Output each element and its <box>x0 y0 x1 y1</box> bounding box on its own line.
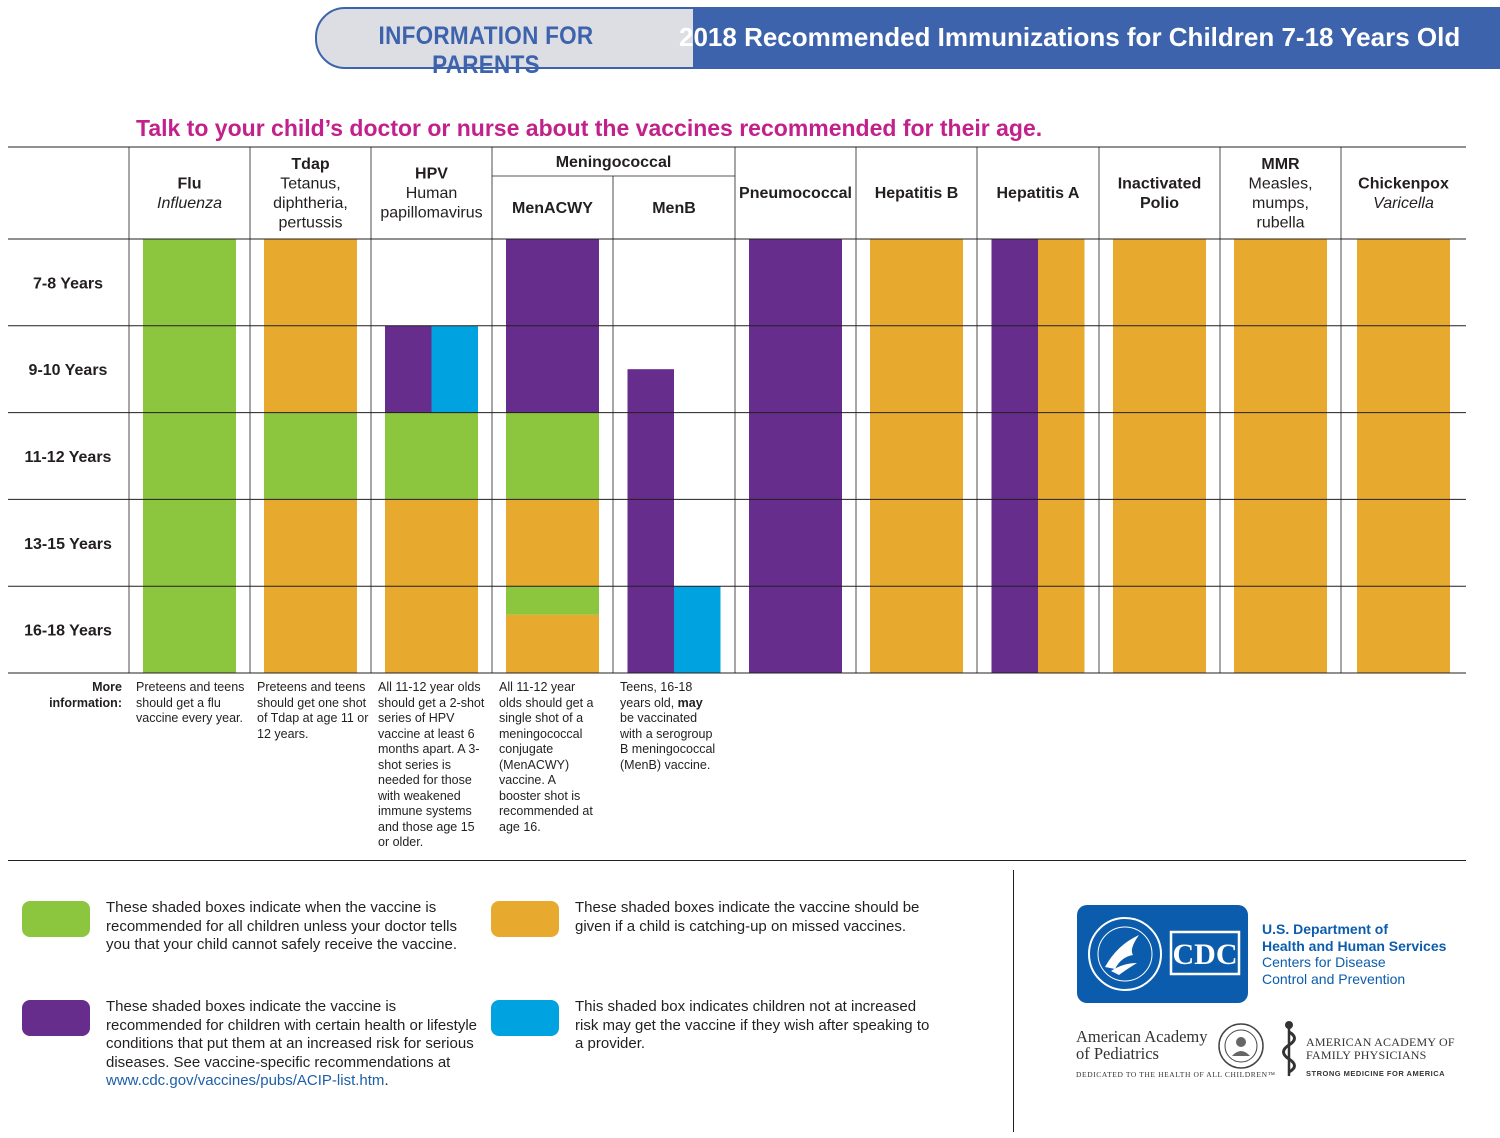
column-subheader-tdap: diphtheria, <box>273 195 348 212</box>
column-header-polio: Polio <box>1140 195 1179 212</box>
legend-swatch-blue <box>491 1000 559 1036</box>
legend-text-blue: This shaded box indicates children not a… <box>575 998 930 1052</box>
legend-swatch-purple <box>22 1000 90 1036</box>
bar-menb-purple <box>627 369 674 673</box>
legend-swatch-green <box>22 901 90 937</box>
tagline: Talk to your child’s doctor or nurse abo… <box>136 115 1043 141</box>
hhs-line-3: Centers for Disease <box>1262 954 1386 970</box>
hhs-eagle-icon: CDC <box>1088 917 1241 991</box>
aafp-line-1: AMERICAN ACADEMY OF <box>1306 1035 1455 1049</box>
note-menb-text-1: Teens, 16-18 years old, <box>620 680 693 710</box>
header-title-banner <box>646 7 1500 69</box>
column-subheader-mmr: mumps, <box>1252 195 1309 212</box>
legend-text-green: These shaded boxes indicate when the vac… <box>106 899 458 953</box>
note-menb: Teens, 16-18 years old, may be vaccinate… <box>620 680 720 773</box>
bar-chickenpox-orange <box>1357 239 1450 673</box>
column-subheader-mmr: Measles, <box>1248 175 1312 192</box>
legend-text-purple-end: . <box>384 1072 389 1089</box>
legend-text-orange: These shaded boxes indicate the vaccine … <box>575 899 920 935</box>
bar-mmr-orange <box>1234 239 1327 673</box>
aap-tagline: DEDICATED TO THE HEALTH OF ALL CHILDREN™ <box>1076 1070 1276 1079</box>
hhs-line-1: U.S. Department of <box>1262 921 1389 937</box>
bar-menacwy-green <box>506 412 599 500</box>
bar-menacwy-green <box>506 586 599 615</box>
aafp-name: AMERICAN ACADEMY OF FAMILY PHYSICIANS <box>1306 1036 1455 1062</box>
page-title: 2018 Recommended Immunizations for Child… <box>679 22 1461 52</box>
row-label-4: 16-18 Years <box>24 623 112 640</box>
column-header-mmr: MMR <box>1261 156 1300 173</box>
aafp-tagline: STRONG MEDICINE FOR AMERICA <box>1306 1069 1446 1078</box>
bar-hpv-blue <box>431 325 478 413</box>
aap-line-1: American Academy <box>1076 1027 1208 1046</box>
section-divider <box>8 860 1466 861</box>
cdc-wordmark: CDC <box>1173 938 1238 971</box>
aafp-caduceus-icon <box>1282 1021 1296 1076</box>
legend-logo-divider <box>1013 870 1014 1132</box>
bar-hepb-orange <box>870 239 963 673</box>
bar-hepa-purple <box>991 239 1038 673</box>
hhs-line-4: Control and Prevention <box>1262 970 1406 987</box>
immunization-chart: Meningococcal Flu Influenza Tdap Tetanus, dip… <box>8 146 1466 674</box>
note-tdap: Preteens and teens should get one shot o… <box>257 680 369 741</box>
bar-hepa-orange <box>1038 239 1085 673</box>
acip-link[interactable]: www.cdc.gov/vaccines/pubs/ACIP-list.htm <box>106 1072 385 1089</box>
hhs-line-2: Health and Human Services <box>1262 937 1447 954</box>
row-label-3: 13-15 Years <box>24 536 112 553</box>
bar-menacwy-orange <box>506 614 599 673</box>
hhs-text: U.S. Department of Health and Human Serv… <box>1262 921 1446 987</box>
column-header-pneumococcal: Pneumococcal <box>739 185 852 202</box>
column-header-hpv: HPV <box>415 166 448 183</box>
aafp-line-2: FAMILY PHYSICIANS <box>1306 1048 1427 1062</box>
column-header-hepa: Hepatitis A <box>997 185 1080 202</box>
bar-tdap-green <box>264 412 357 500</box>
bar-flu-green <box>143 239 236 673</box>
row-label-2: 11-12 Years <box>25 449 112 466</box>
column-subheader-tdap: pertussis <box>278 214 342 231</box>
legend-text-purple: These shaded boxes indicate the vaccine … <box>106 998 478 1091</box>
column-header-flu: Flu <box>178 175 202 192</box>
note-menb-bold: may <box>677 695 703 710</box>
column-header-menb: MenB <box>652 200 696 217</box>
more-information-label: More information: <box>49 680 122 710</box>
column-header-chickenpox: Chickenpox <box>1358 175 1449 192</box>
column-subheader-hpv: papillomavirus <box>380 205 482 222</box>
row-label-1: 9-10 Years <box>29 362 108 379</box>
note-menb-text-2: be vaccinated with a serogroup B meningo… <box>620 711 716 772</box>
bar-hpv-green <box>385 412 478 500</box>
bar-pneumococcal-purple <box>749 239 842 673</box>
bar-hpv-purple <box>385 325 432 413</box>
column-subheader-tdap: Tetanus, <box>280 175 340 192</box>
bar-menacwy-orange <box>506 499 599 587</box>
column-subheader-mmr: rubella <box>1256 214 1304 231</box>
column-header-menacwy: MenACWY <box>512 200 593 217</box>
note-menacwy: All 11-12 year olds should get a single … <box>499 680 594 834</box>
note-flu: Preteens and teens should get a flu vacc… <box>136 680 245 725</box>
header-tab-banner <box>315 7 695 69</box>
header-tab-label: INFORMATION FOR PARENTS <box>378 22 594 79</box>
aap-line-2: of Pediatrics <box>1076 1044 1159 1063</box>
note-hpv: All 11-12 year olds should get a 2-shot … <box>378 680 485 849</box>
group-header-meningococcal: Meningococcal <box>556 154 672 171</box>
column-header-tdap: Tdap <box>291 156 329 173</box>
column-header-polio: Inactivated <box>1118 175 1202 192</box>
column-subheader-flu: Influenza <box>157 195 222 212</box>
row-label-0: 7-8 Years <box>33 275 103 292</box>
aap-name: American Academy of Pediatrics <box>1076 1028 1207 1062</box>
cdc-logo: CDC <box>1077 905 1248 1003</box>
column-subheader-hpv: Human <box>406 185 458 202</box>
column-subheader-chickenpox: Varicella <box>1373 195 1434 212</box>
column-header-hepb: Hepatitis B <box>875 185 959 202</box>
bar-menb-blue <box>674 586 721 673</box>
aap-seal-icon <box>1218 1023 1264 1069</box>
legend-text-purple-body: These shaded boxes indicate the vaccine … <box>106 998 478 1071</box>
legend-swatch-orange <box>491 901 559 937</box>
bar-polio-orange <box>1113 239 1206 673</box>
